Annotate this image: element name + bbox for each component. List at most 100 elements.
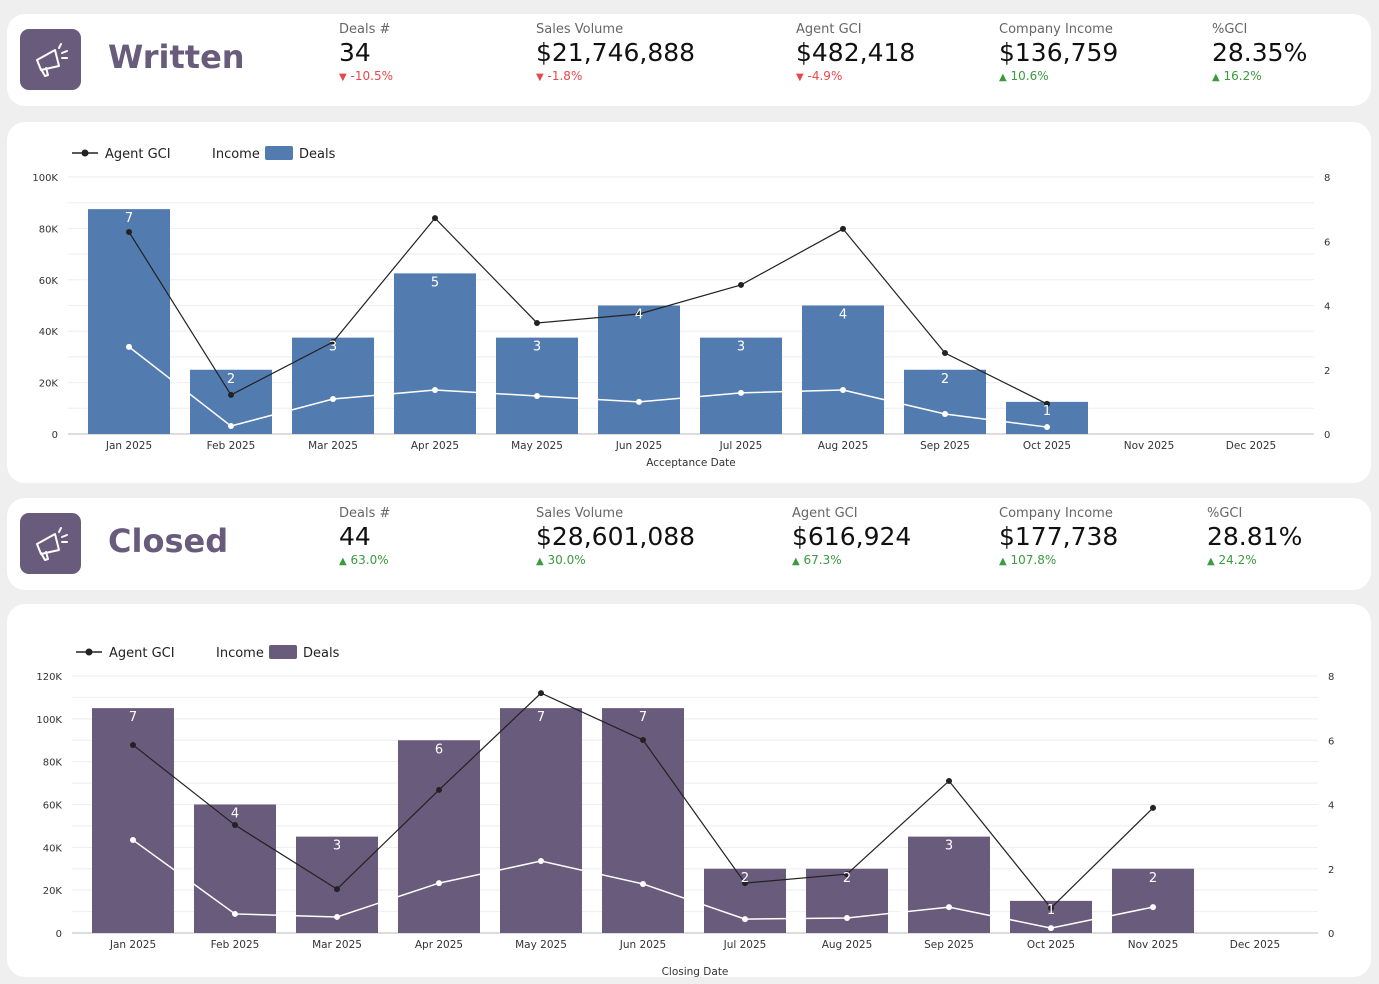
legend-marker-icon: [85, 648, 93, 656]
deals-data-label: 2: [843, 871, 851, 886]
agent-gci-point: [942, 350, 948, 357]
kpi-value: $616,924: [792, 522, 912, 551]
kpi-value: $177,738: [999, 522, 1119, 551]
deals-data-label: 2: [741, 871, 749, 886]
kpi-change-value: 63.0%: [350, 553, 389, 567]
agent-gci-point: [738, 281, 744, 288]
right-axis-tick: 2: [1324, 366, 1330, 377]
legend-agent-gci: Agent GCI: [105, 147, 171, 162]
left-axis-tick: 80K: [39, 224, 59, 235]
legend-deals-swatch: [265, 146, 293, 160]
kpi-change-value: 10.6%: [1010, 69, 1049, 83]
kpi-label: Sales Volume: [536, 22, 624, 37]
kpi-value: $482,418: [796, 38, 916, 67]
kpi-change: ▼ -4.9%: [796, 69, 915, 83]
deals-data-label: 2: [1149, 871, 1157, 886]
deals-data-label: 3: [533, 340, 541, 355]
agent-gci-point: [432, 215, 438, 222]
x-axis-tick: Jan 2025: [109, 939, 156, 951]
deals-bar: [704, 868, 786, 933]
x-axis-title: Closing Date: [662, 966, 729, 977]
kpi-change: ▼ -1.8%: [536, 69, 695, 83]
kpi-label: Deals #: [339, 22, 391, 37]
legend-marker-icon: [81, 149, 89, 157]
x-axis-tick: Feb 2025: [211, 939, 260, 951]
income-point: [330, 396, 336, 403]
legend-deals: Deals: [299, 147, 336, 162]
right-axis-tick: 8: [1328, 672, 1334, 683]
deals-bar: [598, 305, 680, 434]
deals-data-label: 4: [231, 807, 239, 822]
agent-gci-point: [538, 690, 544, 697]
right-axis-tick: 4: [1328, 801, 1334, 812]
kpi-change: ▲ 24.2%: [1207, 553, 1302, 567]
x-axis-tick: Oct 2025: [1027, 939, 1075, 951]
deals-data-label: 3: [333, 839, 341, 854]
deals-bar: [1112, 868, 1194, 933]
left-axis-tick: 0: [56, 929, 62, 940]
left-axis-tick: 20K: [39, 379, 59, 390]
kpi-change-value: 24.2%: [1218, 553, 1257, 567]
income-point: [130, 837, 136, 844]
left-axis-tick: 60K: [39, 276, 59, 287]
section-title: Written: [108, 38, 245, 76]
right-axis-tick: 2: [1328, 865, 1334, 876]
income-point: [640, 880, 646, 887]
left-axis-tick: 0: [52, 430, 58, 441]
agent-gci-point: [636, 310, 642, 317]
x-axis-tick: Aug 2025: [822, 939, 873, 951]
deals-bar: [700, 337, 782, 434]
kpi-change-value: 16.2%: [1223, 69, 1262, 83]
agent-gci-point: [946, 777, 952, 784]
kpi-label: %GCI: [1207, 506, 1243, 521]
agent-gci-point: [232, 822, 238, 829]
deals-data-label: 2: [941, 372, 949, 387]
kpi-label: Agent GCI: [792, 506, 858, 521]
kpi-change: ▲ 10.6%: [999, 69, 1118, 83]
x-axis-tick: Apr 2025: [411, 440, 459, 452]
income-point: [334, 913, 340, 920]
x-axis-tick: Jul 2025: [723, 939, 767, 951]
x-axis-tick: Jan 2025: [105, 440, 152, 452]
x-axis-tick: Sep 2025: [920, 440, 970, 452]
agent-gci-point: [844, 871, 850, 878]
income-point: [538, 858, 544, 865]
kpi-value: 28.35%: [1212, 38, 1308, 67]
deals-bar: [500, 708, 582, 933]
agent-gci-point: [742, 880, 748, 887]
agent-gci-point: [1150, 804, 1156, 811]
deals-data-label: 1: [1043, 404, 1051, 419]
kpi-label: Company Income: [999, 22, 1113, 37]
right-axis-tick: 6: [1328, 736, 1334, 747]
kpi-change: ▲ 16.2%: [1212, 69, 1307, 83]
deals-data-label: 7: [639, 710, 647, 725]
agent-gci-point: [534, 319, 540, 326]
x-axis-tick: May 2025: [515, 939, 567, 951]
kpi-deals: Deals # 44 ▲ 63.0%: [339, 506, 390, 567]
deals-data-label: 3: [329, 340, 337, 355]
left-axis-tick: 120K: [36, 672, 62, 683]
arrow-down-icon: ▼: [796, 72, 804, 83]
income-point: [1048, 925, 1054, 932]
x-axis-tick: Apr 2025: [415, 939, 463, 951]
left-axis-tick: 100K: [36, 715, 62, 726]
deals-bar: [398, 740, 480, 933]
kpi-change: ▲ 107.8%: [999, 553, 1118, 567]
deals-bar: [602, 708, 684, 933]
agent-gci-point: [840, 225, 846, 232]
closed-summary-panel: Closed Deals # 44 ▲ 63.0% Sales Volume $2…: [7, 498, 1371, 590]
x-axis-tick: Nov 2025: [1128, 939, 1179, 951]
arrow-up-icon: ▲: [999, 556, 1007, 567]
agent-gci-point: [126, 228, 132, 235]
legend-agent-gci: Agent GCI: [109, 646, 175, 661]
kpi-label: Company Income: [999, 506, 1113, 521]
income-point: [432, 387, 438, 394]
income-point: [1150, 904, 1156, 911]
kpi-label: %GCI: [1212, 22, 1248, 37]
income-point: [126, 343, 132, 350]
kpi-value: $136,759: [999, 38, 1119, 67]
written-combo-chart: 0 20K 40K 60K 80K 100K 0 2 4 6 8 Jan 2025 Feb 2025 Ma…: [32, 146, 1330, 469]
left-axis-tick: 20K: [43, 886, 63, 897]
agent-gci-point: [436, 786, 442, 793]
deals-data-label: 5: [431, 275, 439, 290]
